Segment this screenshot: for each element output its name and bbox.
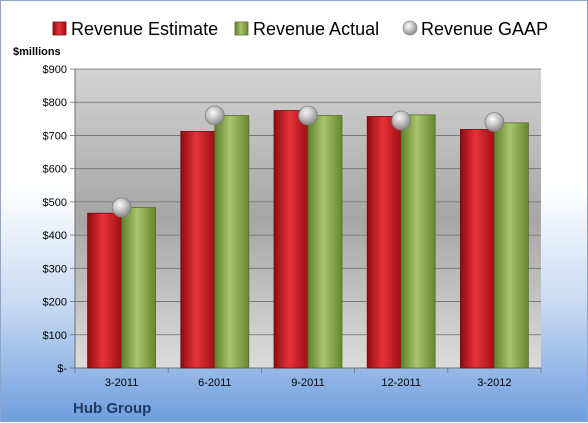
bar-revenue-estimate-3-2011 <box>87 212 122 369</box>
marker-revenue-gaap-12-2011 <box>391 110 412 131</box>
x-tick-label-3-2012: 3-2012 <box>477 377 511 389</box>
y-tick-label: $900 <box>43 64 67 76</box>
bar-revenue-actual-9-2011 <box>307 115 343 369</box>
x-tick-label-6-2011: 6-2011 <box>198 377 231 389</box>
y-tick-label: $800 <box>43 97 67 109</box>
bar-revenue-actual-6-2011 <box>214 115 250 369</box>
y-tick-label: $600 <box>43 164 67 176</box>
legend-swatch-1 <box>234 21 249 36</box>
legend-label-0: Revenue Estimate <box>71 19 218 39</box>
legend: Revenue Estimate Revenue Actual Revenue GA… <box>52 19 548 39</box>
bar-revenue-estimate-6-2011 <box>180 131 216 369</box>
legend-swatch-2 <box>402 20 418 36</box>
y-tick-label: $300 <box>43 263 67 275</box>
x-tick-label-12-2011: 12-2011 <box>381 377 421 389</box>
marker-revenue-gaap-3-2012 <box>484 112 505 133</box>
x-tick-label-9-2011: 9-2011 <box>291 377 324 389</box>
legend-swatch-0 <box>52 21 67 36</box>
plot-area: $- $100 $200 $300 $400 $500 $600 $700 $800 $900 3-… <box>43 64 542 389</box>
bar-revenue-estimate-12-2011 <box>366 116 402 369</box>
legend-label-1: Revenue Actual <box>253 19 379 39</box>
bar-revenue-actual-3-2011 <box>121 207 156 369</box>
bar-revenue-estimate-9-2011 <box>273 110 309 369</box>
company-name: Hub Group <box>73 400 151 417</box>
y-axis-label: $millions <box>13 46 61 58</box>
y-tick-label: $100 <box>43 330 67 342</box>
marker-revenue-gaap-9-2011 <box>298 105 318 126</box>
bar-revenue-actual-12-2011 <box>400 114 436 369</box>
y-tick-label: $700 <box>43 130 67 142</box>
y-tick-label: $200 <box>43 297 67 309</box>
y-tick-label: $- <box>57 363 67 375</box>
legend-label-2: Revenue GAAP <box>421 19 548 39</box>
x-tick-label-3-2011: 3-2011 <box>105 377 138 389</box>
bar-revenue-actual-3-2012 <box>493 122 529 369</box>
marker-revenue-gaap-3-2011 <box>111 197 132 218</box>
y-tick-label: $500 <box>43 197 67 209</box>
y-tick-label: $400 <box>43 230 67 242</box>
marker-revenue-gaap-6-2011 <box>204 105 225 126</box>
bar-revenue-estimate-3-2012 <box>459 129 495 369</box>
